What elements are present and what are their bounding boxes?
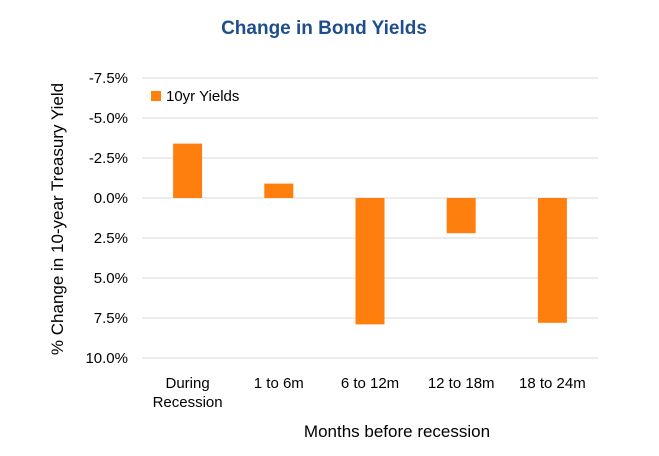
x-tick-label: During <box>166 375 210 392</box>
y-tick-label: -7.5% <box>89 70 128 87</box>
x-tick-label: 12 to 18m <box>428 375 495 392</box>
bar <box>355 198 385 325</box>
y-tick-label: -5.0% <box>89 110 128 127</box>
x-axis-title: Months before recession <box>304 422 490 441</box>
y-tick-label: 2.5% <box>94 230 128 247</box>
y-tick-label: 0.0% <box>94 190 128 207</box>
x-tick-label: 1 to 6m <box>254 375 304 392</box>
x-tick-labels: During Recession 1 to 6m 6 to 12m 12 to 18m 1… <box>153 375 586 411</box>
legend-swatch <box>151 91 161 101</box>
y-tick-label: 5.0% <box>94 270 128 287</box>
x-tick-label: Recession <box>153 394 223 411</box>
y-tick-label: -2.5% <box>89 150 128 167</box>
bar <box>446 198 476 234</box>
chart-title: Change in Bond Yields <box>221 18 427 39</box>
bar <box>173 143 203 198</box>
legend-label: 10yr Yields <box>166 88 239 105</box>
x-tick-label: 6 to 12m <box>341 375 399 392</box>
bar <box>264 183 294 198</box>
y-tick-label: 7.5% <box>94 310 128 327</box>
y-tick-labels: -7.5% -5.0% -2.5% 0.0% 2.5% 5.0% 7.5% 10.0% <box>85 70 128 367</box>
bars <box>173 143 567 325</box>
y-tick-label: 10.0% <box>85 350 128 367</box>
legend: 10yr Yields <box>151 88 239 105</box>
y-axis-title: % Change in 10-year Treasury Yield <box>48 83 67 355</box>
x-tick-label: 18 to 24m <box>519 375 586 392</box>
bar <box>537 198 567 323</box>
